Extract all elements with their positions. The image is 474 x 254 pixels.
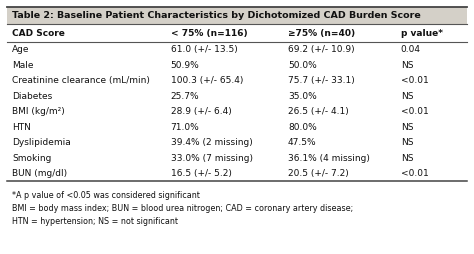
Text: p value*: p value* [401, 29, 443, 38]
Text: 50.9%: 50.9% [171, 61, 200, 70]
Text: 25.7%: 25.7% [171, 92, 200, 101]
Text: 26.5 (+/- 4.1): 26.5 (+/- 4.1) [288, 107, 349, 116]
Text: BMI (kg/m²): BMI (kg/m²) [12, 107, 65, 116]
Text: 28.9 (+/- 6.4): 28.9 (+/- 6.4) [171, 107, 231, 116]
Text: 35.0%: 35.0% [288, 92, 317, 101]
Text: 50.0%: 50.0% [288, 61, 317, 70]
Text: <0.01: <0.01 [401, 107, 428, 116]
Bar [7, 42, 467, 57]
Text: ≥75% (n=40): ≥75% (n=40) [288, 29, 355, 38]
Text: Creatinine clearance (mL/min): Creatinine clearance (mL/min) [12, 76, 150, 85]
Bar [7, 57, 467, 73]
Text: Table 2: Baseline Patient Characteristics by Dichotomized CAD Burden Score: Table 2: Baseline Patient Characteristic… [12, 11, 421, 20]
Text: < 75% (n=116): < 75% (n=116) [171, 29, 247, 38]
Bar [7, 73, 467, 88]
Text: 69.2 (+/- 10.9): 69.2 (+/- 10.9) [288, 45, 355, 54]
Text: 0.04: 0.04 [401, 45, 421, 54]
Text: Male: Male [12, 61, 34, 70]
Text: BMI = body mass index; BUN = blood urea nitrogen; CAD = coronary artery disease;: BMI = body mass index; BUN = blood urea … [12, 204, 353, 213]
Text: NS: NS [401, 92, 413, 101]
Text: 47.5%: 47.5% [288, 138, 317, 147]
Text: CAD Score: CAD Score [12, 29, 65, 38]
Text: NS: NS [401, 154, 413, 163]
Text: NS: NS [401, 138, 413, 147]
Text: HTN: HTN [12, 123, 31, 132]
Text: 36.1% (4 missing): 36.1% (4 missing) [288, 154, 370, 163]
Bar [7, 104, 467, 119]
Text: <0.01: <0.01 [401, 76, 428, 85]
Text: 80.0%: 80.0% [288, 123, 317, 132]
Text: 33.0% (7 missing): 33.0% (7 missing) [171, 154, 253, 163]
Text: 71.0%: 71.0% [171, 123, 200, 132]
Text: Smoking: Smoking [12, 154, 51, 163]
Text: 20.5 (+/- 7.2): 20.5 (+/- 7.2) [288, 169, 349, 178]
Text: 61.0 (+/- 13.5): 61.0 (+/- 13.5) [171, 45, 237, 54]
Text: HTN = hypertension; NS = not significant: HTN = hypertension; NS = not significant [12, 217, 178, 226]
Bar [7, 7, 467, 24]
Bar [7, 135, 467, 151]
Text: 39.4% (2 missing): 39.4% (2 missing) [171, 138, 253, 147]
Text: NS: NS [401, 61, 413, 70]
Text: NS: NS [401, 123, 413, 132]
Text: 75.7 (+/- 33.1): 75.7 (+/- 33.1) [288, 76, 355, 85]
Text: 100.3 (+/- 65.4): 100.3 (+/- 65.4) [171, 76, 243, 85]
Text: 16.5 (+/- 5.2): 16.5 (+/- 5.2) [171, 169, 232, 178]
Text: *A p value of <0.05 was considered significant: *A p value of <0.05 was considered signi… [12, 192, 200, 200]
Bar [7, 88, 467, 104]
Text: Dyslipidemia: Dyslipidemia [12, 138, 71, 147]
Bar [7, 166, 467, 182]
Bar [7, 151, 467, 166]
Text: Diabetes: Diabetes [12, 92, 52, 101]
Text: <0.01: <0.01 [401, 169, 428, 178]
Bar [7, 24, 467, 42]
Bar [7, 119, 467, 135]
Text: Age: Age [12, 45, 29, 54]
Text: BUN (mg/dl): BUN (mg/dl) [12, 169, 67, 178]
